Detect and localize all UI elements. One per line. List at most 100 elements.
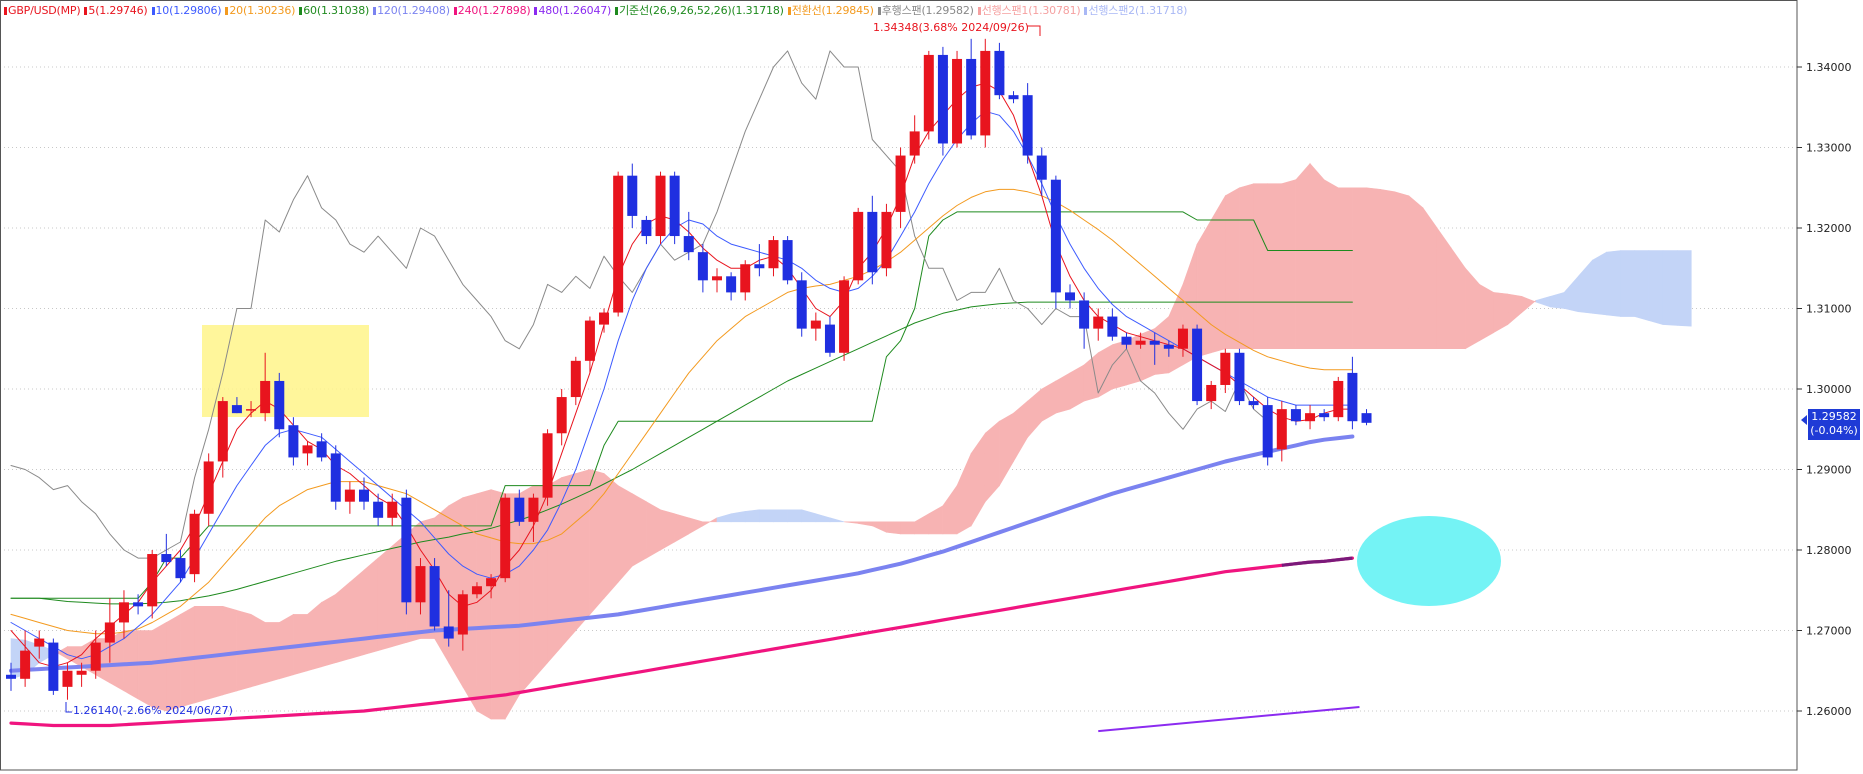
candle-body [1248,401,1259,406]
ma5-line [10,82,1353,668]
candle-body [952,58,963,144]
candle-body [429,566,440,627]
legend-item: 120(1.29408) [373,4,450,17]
candle-body [217,401,228,462]
legend-label: 5(1.29746) [88,4,148,17]
cloud-segment [589,469,605,616]
cloud-segment [886,521,901,535]
candle-body [1192,328,1203,402]
cloud-segment [773,509,788,523]
legend-label: 60(1.31038) [303,4,370,17]
ma240-highlight [1281,556,1353,567]
chart-frame [0,0,1798,771]
cloud-segment [1140,328,1156,382]
legend-item: 선행스팬2(1.31718) [1084,4,1187,17]
legend-label: 전환선(1.29845) [791,4,874,17]
candle-body [274,380,285,430]
cloud-segment [476,489,492,720]
candle-body [1290,409,1301,422]
candle-body [373,501,384,518]
cloud-segment [1309,162,1325,350]
legend-swatch [84,7,88,15]
annotations: 1.34348(3.68% 2024/09/26) 1.26140(-2.66% … [65,21,1041,717]
candle-body [1107,316,1118,337]
candle-body [1234,352,1245,402]
cloud-segment [1394,191,1410,350]
low-arrow [65,702,72,713]
cloud-segment [1676,250,1692,327]
cloud-segment [349,569,365,660]
cloud-segment [1239,183,1254,350]
legend-item: 5(1.29746) [84,4,148,17]
y-tick-label: 1.32000 [1806,222,1852,235]
cloud-segment [1479,283,1494,342]
candle-body [655,175,666,237]
cloud-segment [603,472,619,600]
candle-body [895,155,906,212]
cloud-segment [264,622,280,684]
candle-body [486,578,497,587]
cloud-segment [787,509,803,523]
legend-label: 240(1.27898) [457,4,531,17]
candle-body [1305,413,1316,422]
cloud-segment [1408,195,1424,350]
candle-body [1093,316,1104,329]
price-tag-arrow [1801,415,1807,425]
candle-body [1149,340,1160,345]
cloud-segment [1295,162,1311,350]
cloud-segment [1422,206,1438,350]
cloud-segment [900,521,915,535]
candle-body [76,670,87,675]
ichimoku-cloud [10,162,1692,721]
candle-body [1361,413,1372,423]
cloud-segment [631,493,647,567]
candle-body [415,566,426,603]
cloud-segment [1662,250,1678,326]
candle-body [669,175,680,237]
cloud-segment [829,517,845,523]
candle-body [824,324,835,353]
cloud-segment [1281,179,1297,350]
cloud-segment [151,621,167,712]
cloud-segment [321,593,337,668]
candle-body [697,252,708,281]
y-tick-label: 1.34000 [1806,61,1852,74]
candle-body [90,642,101,671]
y-tick-label: 1.30000 [1806,383,1852,396]
cloud-segment [646,501,661,559]
current-change: (-0.04%) [1810,424,1858,437]
legend-label: 20(1.30236) [229,4,296,17]
cloud-segment [208,606,224,700]
highlight-ellipse [1357,516,1501,606]
cloud-segment [1620,250,1636,317]
tenkan-line [10,211,1353,599]
candle-body [1206,384,1217,402]
legend-swatch [453,7,457,15]
candle-body [1121,336,1132,345]
candle-body [133,602,144,607]
candle-body [316,441,327,458]
legend-item: 선행스팬1(1.30781) [977,4,1081,17]
cloud-segment [1253,183,1268,350]
cloud-segment [335,581,351,664]
indicator-lines [9,50,1360,733]
candle-body [387,501,398,518]
candle-body [1333,380,1344,418]
current-price-tag: 1.29582 (-0.04%) [1808,409,1860,440]
cloud-segment [617,485,633,583]
high-annotation: 1.34348(3.68% 2024/09/26) [873,21,1029,34]
candle-body [1036,155,1047,180]
cloud-segment [759,509,774,523]
candle-body [443,626,454,639]
legend-swatch [151,7,155,15]
candle-body [1065,292,1075,301]
candle-body [853,211,864,281]
legend-item: 후행스팬(1.29582) [877,4,974,17]
candle-body [754,264,765,269]
legend-swatch [4,7,7,15]
legend-item: 20(1.30236) [225,4,295,17]
candle-body [104,622,115,643]
cloud-segment [222,605,238,696]
cloud-segment [1366,187,1381,350]
y-tick-label: 1.29000 [1806,464,1852,477]
